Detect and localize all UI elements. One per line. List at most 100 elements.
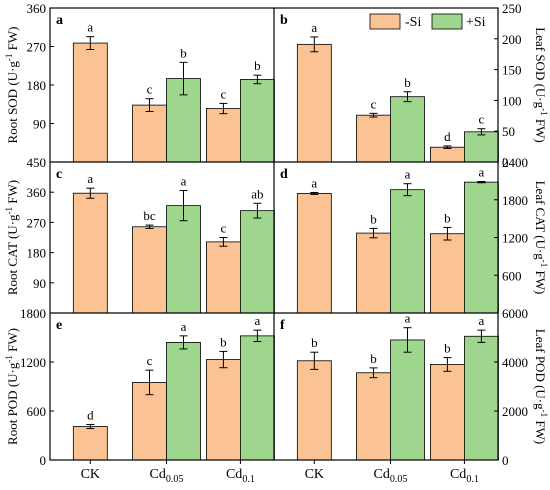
significance-letter: b: [311, 335, 318, 350]
bar: [239, 335, 275, 461]
x-category-label: CK: [305, 467, 324, 482]
y-tick-label: 270: [27, 215, 47, 230]
legend-label-minus-si: -Si: [405, 15, 421, 30]
bar: [72, 42, 108, 163]
bar: [239, 210, 275, 314]
y-axis-title-main: Leaf SOD (U·g: [533, 27, 548, 108]
y-tick-label: 360: [27, 1, 47, 16]
y-axis-title: Root CAT (U·g-1 FW): [4, 180, 20, 295]
significance-letter: c: [147, 353, 153, 368]
bar: [429, 364, 465, 461]
x-category-sub: 0.05: [390, 474, 408, 485]
significance-letter: a: [479, 165, 485, 180]
legend-label-plus-si: +Si: [466, 15, 486, 30]
bar: [463, 335, 499, 461]
bar: [72, 426, 108, 461]
y-axis-title-sup: -1: [4, 54, 14, 62]
x-category-sub: 0.05: [166, 474, 184, 485]
y-tick-label: 200: [502, 32, 522, 47]
bar: [390, 189, 425, 314]
bar: [429, 146, 465, 163]
bar: [72, 192, 108, 314]
y-tick-label: 100: [502, 93, 522, 108]
y-axis-title: Root POD (U·g-1 FW): [4, 328, 20, 445]
panel-letter: c: [56, 167, 62, 182]
y-tick-label: 90: [33, 276, 46, 291]
significance-letter: b: [370, 211, 377, 226]
y-tick-label: 1800: [502, 193, 528, 208]
x-category-base: CK: [81, 467, 100, 482]
y-axis-title-sup: -1: [539, 108, 549, 116]
significance-letter: d: [444, 129, 451, 144]
x-category-label: Cd0.05: [374, 467, 408, 485]
significance-letter: a: [181, 319, 187, 334]
bar: [166, 205, 201, 314]
x-category-base: Cd: [374, 467, 390, 482]
significance-letter: b: [220, 334, 227, 349]
significance-letter: a: [87, 20, 93, 35]
bar: [132, 226, 167, 314]
y-axis-title-tail: FW): [5, 180, 20, 207]
panel-letter: e: [56, 318, 62, 333]
y-tick-label: 450: [27, 155, 47, 170]
significance-letter: ab: [251, 186, 263, 201]
bar: [296, 193, 332, 314]
y-tick-label: 50: [502, 124, 515, 139]
y-tick-label: 90: [33, 117, 46, 132]
significance-letter: bc: [143, 208, 156, 223]
panel-letter: f: [280, 318, 285, 333]
significance-letter: a: [311, 20, 317, 35]
bar: [463, 181, 499, 314]
y-axis-title-main: Leaf POD (U·g: [533, 329, 548, 410]
y-axis-title-main: Root SOD (U·g: [5, 61, 20, 144]
bar: [296, 360, 332, 461]
panel-b: a c b d c b 0 50 100 150 200 250 Leaf SOD (U·g-1 FW): [280, 1, 549, 170]
y-tick-label: 6000: [502, 306, 528, 321]
significance-letter: b: [404, 75, 411, 90]
bar: [205, 359, 241, 461]
y-tick-label: 0: [502, 453, 509, 468]
panel-a: a c b c b a 90 180 270 360 Root SOD (U·g-1 FW): [4, 1, 275, 163]
y-axis-title: Leaf POD (U·g-1 FW): [533, 329, 549, 444]
significance-letter: a: [479, 313, 485, 328]
y-tick-label: 150: [502, 63, 522, 78]
y-tick-label: 180: [27, 246, 47, 261]
y-tick-label: 0: [502, 155, 509, 170]
x-category-base: Cd: [150, 467, 166, 482]
panel-letter: d: [280, 167, 288, 182]
significance-letter: c: [147, 82, 153, 97]
legend-swatch-minus-si: [369, 13, 401, 30]
y-axis-title-sup: -1: [539, 260, 549, 268]
significance-letter: c: [371, 96, 377, 111]
bar: [132, 104, 167, 163]
bar: [296, 43, 332, 163]
y-axis-title: Leaf SOD (U·g-1 FW): [533, 27, 549, 142]
y-axis-title-main: Root CAT (U·g: [5, 214, 20, 295]
y-tick-label: 2000: [502, 404, 528, 419]
y-tick-label: 600: [502, 268, 522, 283]
y-axis-title-tail: FW): [533, 417, 548, 444]
y-axis-title-tail: FW): [5, 328, 20, 355]
significance-letter: c: [479, 112, 485, 127]
x-category-base: CK: [305, 467, 324, 482]
significance-letter: b: [180, 45, 187, 60]
y-axis-title-sup: -1: [539, 410, 549, 418]
legend: -Si +Si: [369, 13, 486, 30]
bar: [429, 233, 465, 314]
y-axis-title: Leaf CAT (U·g-1 FW): [533, 181, 549, 295]
panel-d: a b a b a d 600 1200 1800 2400 Leaf CAT (U·g-1 FW): [280, 155, 549, 314]
panel-letter: a: [56, 13, 63, 28]
y-tick-label: 1800: [20, 306, 46, 321]
y-tick-label: 270: [27, 40, 47, 55]
y-tick-label: 180: [27, 78, 47, 93]
y-axis-title-tail: FW): [5, 27, 20, 54]
significance-letter: a: [311, 176, 317, 191]
significance-letter: a: [255, 313, 261, 328]
significance-letter: b: [444, 210, 451, 225]
bar: [390, 96, 425, 163]
x-category-label: CK: [81, 467, 100, 482]
y-tick-label: 1200: [502, 231, 528, 246]
